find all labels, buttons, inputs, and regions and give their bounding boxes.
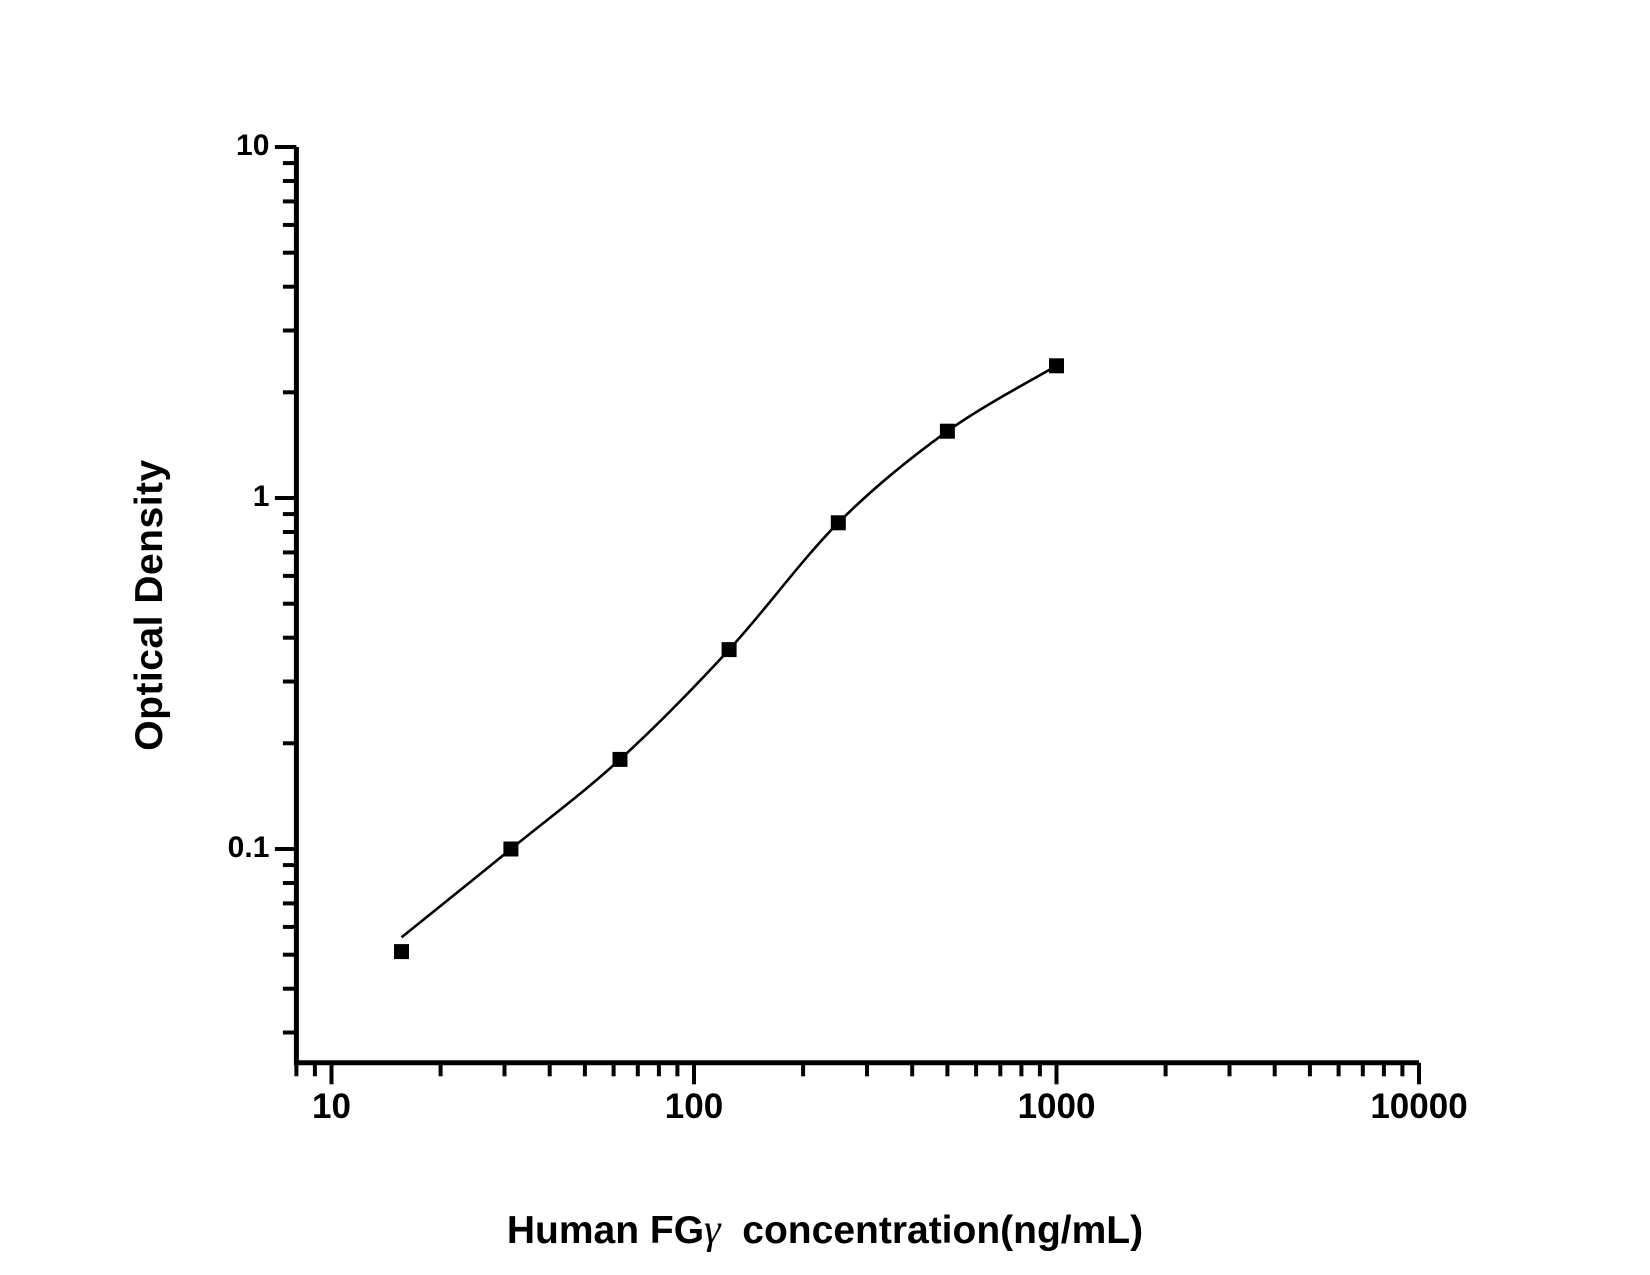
gamma-symbol: γ <box>704 1206 721 1253</box>
data-point <box>1049 358 1064 374</box>
x-tick-label: 100 <box>665 1087 723 1126</box>
x-axis-title-suffix: concentration(ng/mL) <box>720 1209 1144 1252</box>
axes <box>293 147 1419 1066</box>
x-axis-title: Human FGγ concentration(ng/mL) <box>0 1205 1650 1254</box>
y-tick-label: 10 <box>236 129 269 162</box>
y-tick-label: 0.1 <box>228 831 270 864</box>
x-tick-label: 10 <box>312 1087 351 1126</box>
x-axis-title-prefix: Human FG <box>506 1209 705 1252</box>
x-tick-label: 1000 <box>1018 1087 1096 1126</box>
data-point <box>939 423 955 439</box>
data-point <box>830 515 846 531</box>
data-point <box>612 751 628 767</box>
data-point <box>721 642 737 658</box>
data-point <box>503 841 519 857</box>
y-tick-label: 1 <box>253 480 270 513</box>
y-axis-title: Optical Density <box>128 459 171 751</box>
x-tick-label: 10000 <box>1370 1087 1467 1126</box>
data-point <box>394 944 409 960</box>
